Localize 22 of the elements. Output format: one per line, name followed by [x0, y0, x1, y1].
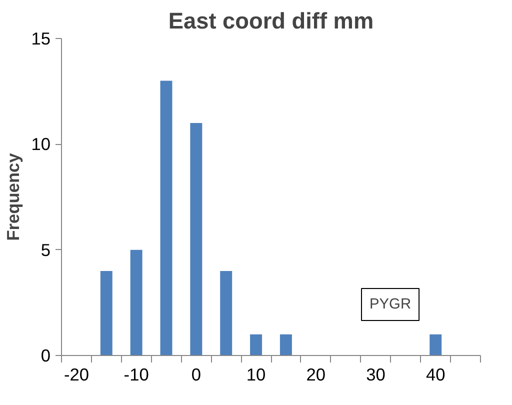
bar — [220, 270, 232, 356]
x-tick-label: -10 — [124, 364, 149, 384]
x-tick-label: 0 — [191, 364, 201, 384]
bar — [430, 334, 442, 356]
bar — [250, 334, 262, 356]
x-tick-label: 10 — [246, 364, 266, 384]
bar — [100, 270, 112, 356]
bar — [190, 123, 202, 356]
y-tick-label: 10 — [31, 134, 51, 154]
bar — [130, 250, 142, 356]
chart-title: East coord diff mm — [168, 8, 374, 34]
annotation: PYGR — [370, 296, 412, 312]
y-tick-label: 5 — [40, 240, 51, 260]
y-tick-label: 15 — [31, 28, 51, 48]
y-tick-label: 0 — [40, 346, 51, 366]
y-axis-title: Frequency — [3, 152, 24, 241]
bar — [280, 334, 292, 356]
x-tick-label: 40 — [426, 364, 446, 384]
x-tick-label: 20 — [306, 364, 326, 384]
x-tick-label: -20 — [64, 364, 89, 384]
x-tick-label: 30 — [366, 364, 386, 384]
bar — [160, 80, 172, 356]
